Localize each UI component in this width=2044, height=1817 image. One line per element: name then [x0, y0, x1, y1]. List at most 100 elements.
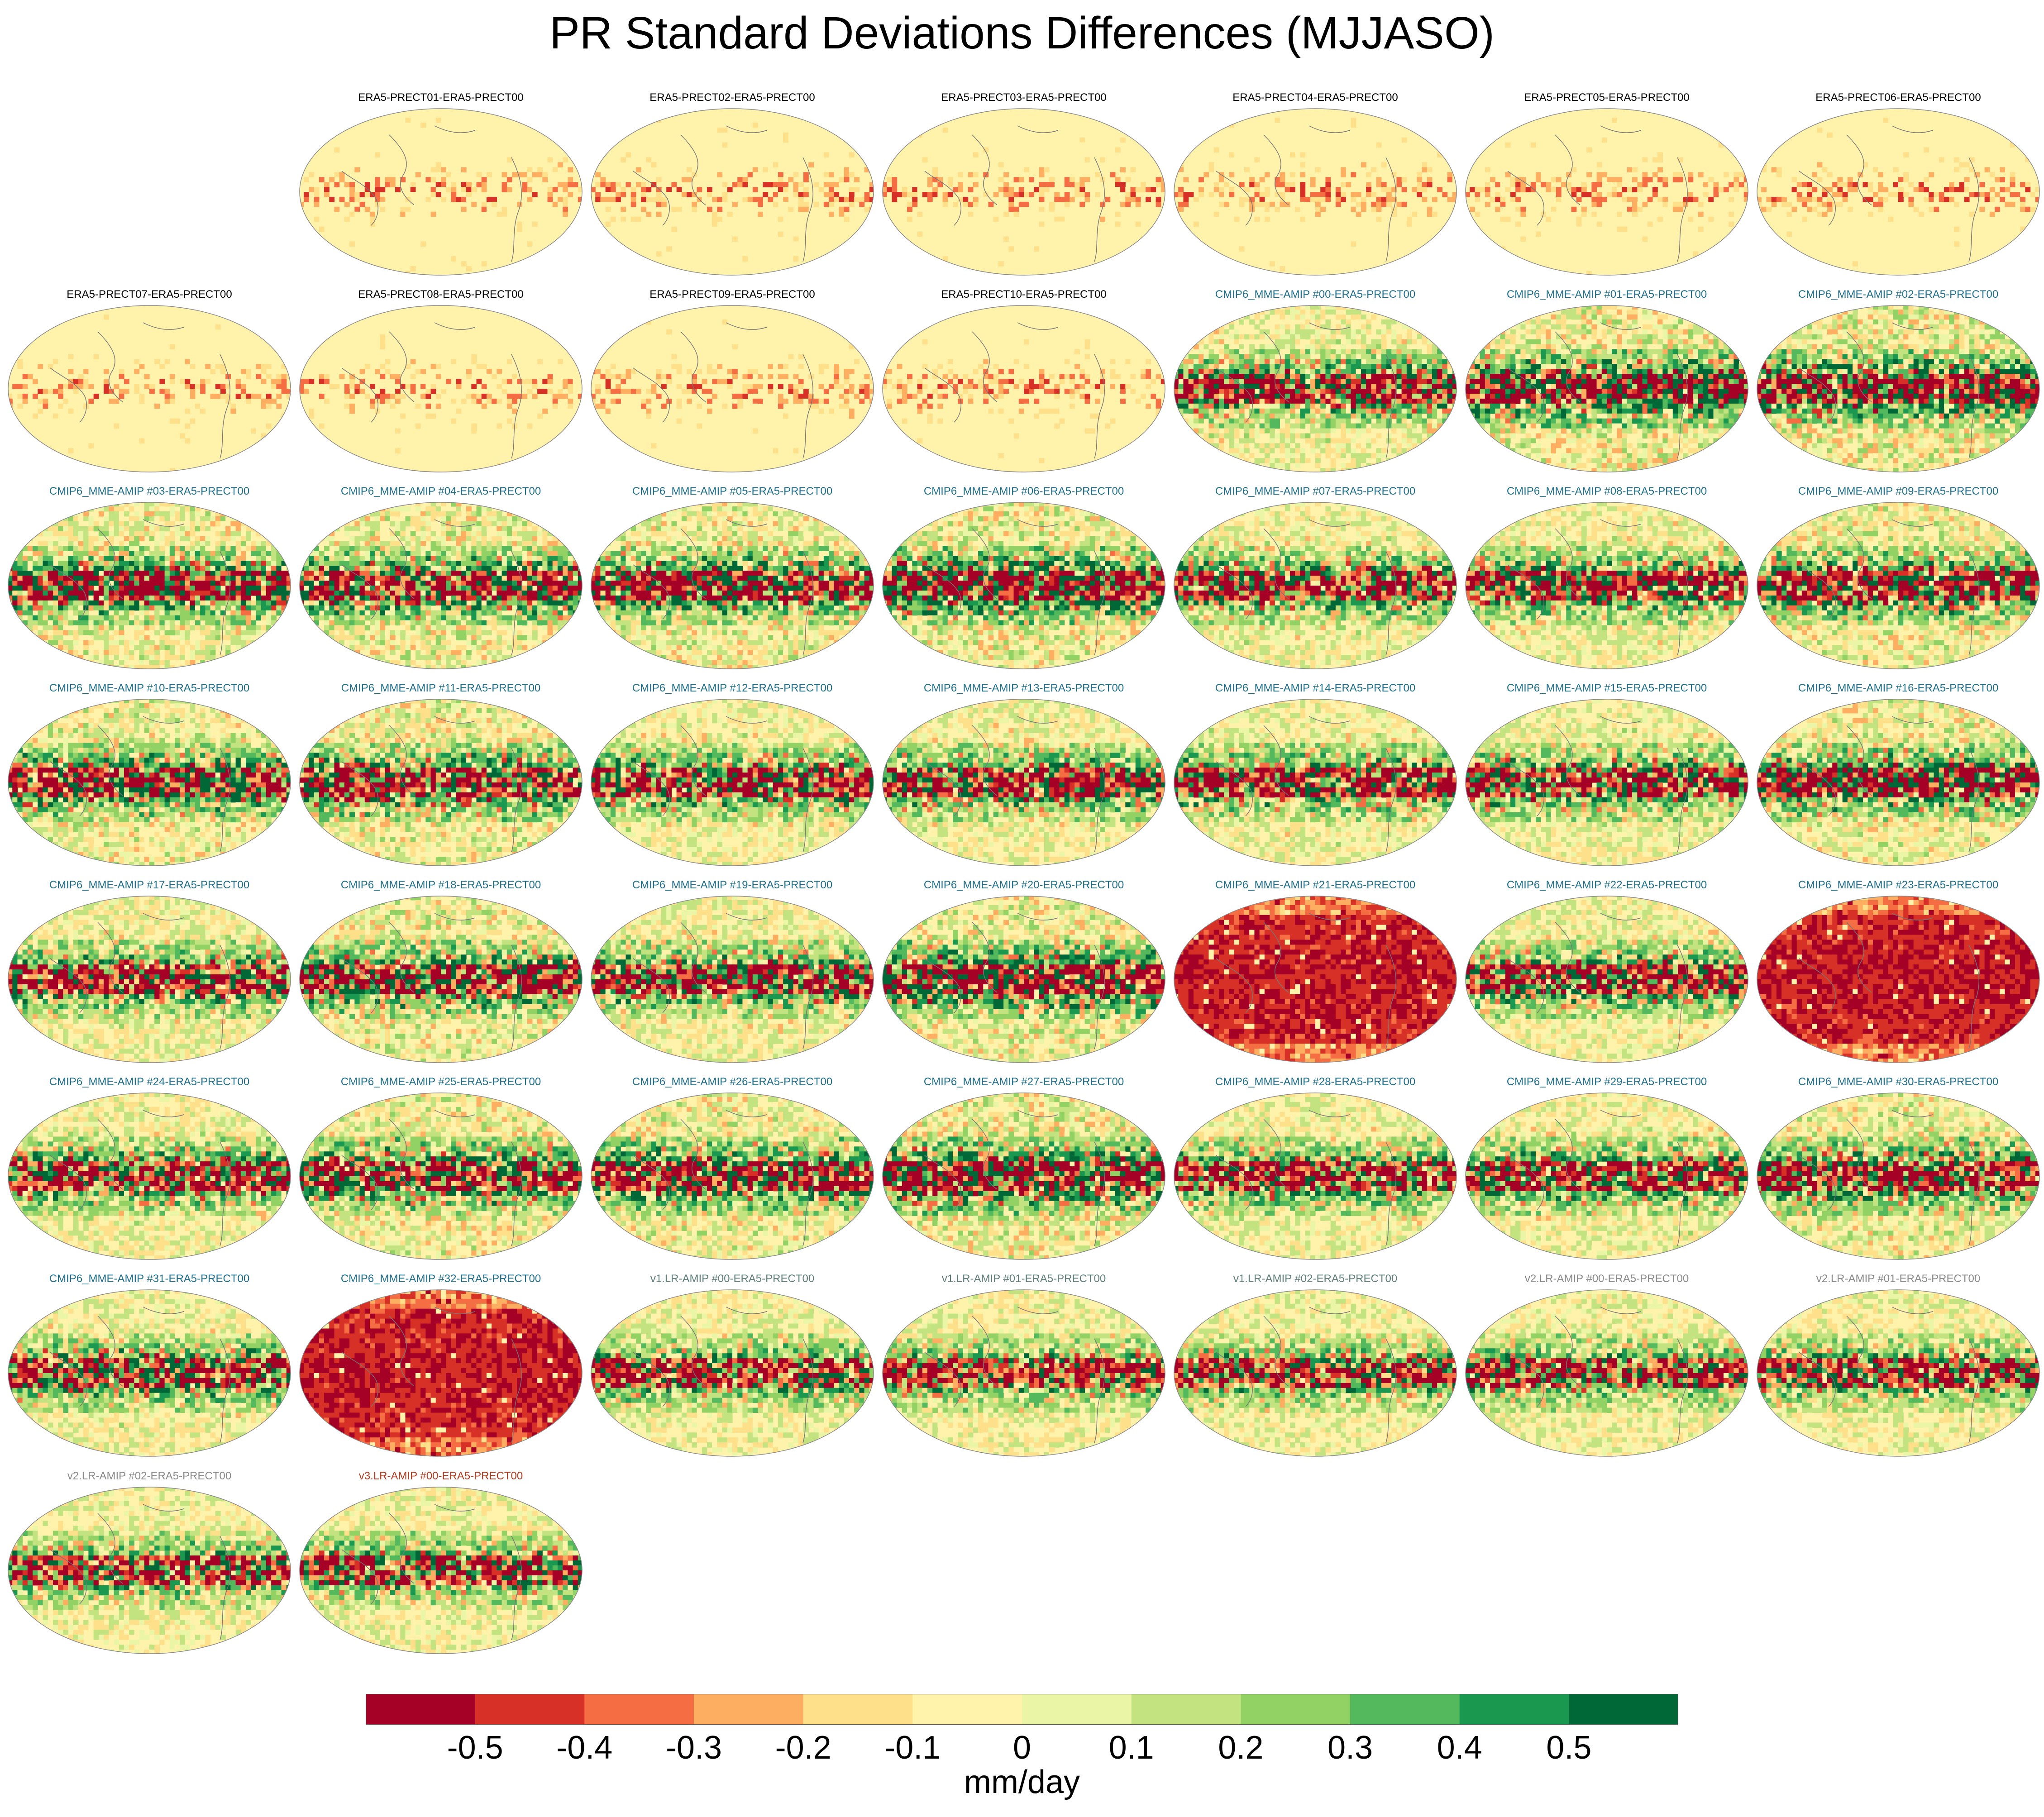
map-field	[882, 1092, 1166, 1260]
map-field	[299, 698, 583, 867]
map-field	[1756, 305, 2040, 473]
panel-label: ERA5-PRECT09-ERA5-PRECT00	[590, 288, 874, 301]
map-field	[1756, 1092, 2040, 1260]
map-field	[1173, 108, 1457, 276]
map-panel: CMIP6_MME-AMIP #20-ERA5-PRECT00	[882, 879, 1166, 1064]
map-panel: CMIP6_MME-AMIP #16-ERA5-PRECT00	[1756, 682, 2040, 868]
map-panel: CMIP6_MME-AMIP #22-ERA5-PRECT00	[1465, 879, 1749, 1064]
panel-label: v2.LR-AMIP #00-ERA5-PRECT00	[1465, 1273, 1749, 1285]
colorbar-tick-label: -0.4	[539, 1730, 630, 1766]
map-field	[1465, 501, 1749, 670]
map-panel: CMIP6_MME-AMIP #25-ERA5-PRECT00	[299, 1076, 583, 1261]
map-field	[7, 1092, 291, 1260]
map-panel: CMIP6_MME-AMIP #29-ERA5-PRECT00	[1465, 1076, 1749, 1261]
colorbar-tick-label: 0.4	[1414, 1730, 1505, 1766]
map-field	[590, 1289, 874, 1457]
map-panel: CMIP6_MME-AMIP #06-ERA5-PRECT00	[882, 485, 1166, 671]
map-field	[590, 501, 874, 670]
colorbar-swatch	[1132, 1694, 1241, 1725]
panel-label: CMIP6_MME-AMIP #18-ERA5-PRECT00	[299, 879, 583, 892]
colorbar-tick-label: 0.3	[1305, 1730, 1395, 1766]
map-field	[882, 1289, 1166, 1457]
colorbar-tick-label: 0.2	[1195, 1730, 1286, 1766]
map-panel: CMIP6_MME-AMIP #14-ERA5-PRECT00	[1173, 682, 1457, 868]
map-panel: v1.LR-AMIP #02-ERA5-PRECT00	[1173, 1273, 1457, 1458]
colorbar-tick-label: 0.1	[1086, 1730, 1177, 1766]
map-field	[1465, 305, 1749, 473]
panel-label: CMIP6_MME-AMIP #04-ERA5-PRECT00	[299, 485, 583, 498]
map-field	[7, 1486, 291, 1655]
map-field	[299, 501, 583, 670]
panel-label: CMIP6_MME-AMIP #29-ERA5-PRECT00	[1465, 1076, 1749, 1088]
colorbar-tick-label: -0.3	[649, 1730, 739, 1766]
map-field	[882, 895, 1166, 1063]
panel-label: CMIP6_MME-AMIP #32-ERA5-PRECT00	[299, 1273, 583, 1285]
map-field	[299, 108, 583, 276]
map-panel: CMIP6_MME-AMIP #23-ERA5-PRECT00	[1756, 879, 2040, 1064]
map-field	[1756, 895, 2040, 1063]
panel-label: CMIP6_MME-AMIP #14-ERA5-PRECT00	[1173, 682, 1457, 695]
panel-label: CMIP6_MME-AMIP #30-ERA5-PRECT00	[1756, 1076, 2040, 1088]
map-panel: CMIP6_MME-AMIP #09-ERA5-PRECT00	[1756, 485, 2040, 671]
map-panel: v2.LR-AMIP #00-ERA5-PRECT00	[1465, 1273, 1749, 1458]
colorbar-swatch	[912, 1694, 1022, 1725]
panel-label: CMIP6_MME-AMIP #01-ERA5-PRECT00	[1465, 288, 1749, 301]
panel-label: CMIP6_MME-AMIP #21-ERA5-PRECT00	[1173, 879, 1457, 892]
map-panel: CMIP6_MME-AMIP #28-ERA5-PRECT00	[1173, 1076, 1457, 1261]
panel-label: CMIP6_MME-AMIP #26-ERA5-PRECT00	[590, 1076, 874, 1088]
map-field	[590, 698, 874, 867]
colorbar-swatch	[366, 1694, 475, 1725]
map-panel: CMIP6_MME-AMIP #32-ERA5-PRECT00	[299, 1273, 583, 1458]
colorbar-swatch	[1350, 1694, 1460, 1725]
map-panel: ERA5-PRECT10-ERA5-PRECT00	[882, 288, 1166, 474]
panel-label: CMIP6_MME-AMIP #23-ERA5-PRECT00	[1756, 879, 2040, 892]
colorbar	[366, 1694, 1678, 1726]
panel-label: ERA5-PRECT06-ERA5-PRECT00	[1756, 91, 2040, 104]
panel-label: ERA5-PRECT01-ERA5-PRECT00	[299, 91, 583, 104]
map-panel: v1.LR-AMIP #00-ERA5-PRECT00	[590, 1273, 874, 1458]
panel-label: CMIP6_MME-AMIP #19-ERA5-PRECT00	[590, 879, 874, 892]
map-panel: CMIP6_MME-AMIP #02-ERA5-PRECT00	[1756, 288, 2040, 474]
panel-label: CMIP6_MME-AMIP #22-ERA5-PRECT00	[1465, 879, 1749, 892]
panel-label: CMIP6_MME-AMIP #25-ERA5-PRECT00	[299, 1076, 583, 1088]
panel-label: CMIP6_MME-AMIP #11-ERA5-PRECT00	[299, 682, 583, 695]
panel-label: CMIP6_MME-AMIP #27-ERA5-PRECT00	[882, 1076, 1166, 1088]
map-field	[1756, 1289, 2040, 1457]
map-panel: CMIP6_MME-AMIP #30-ERA5-PRECT00	[1756, 1076, 2040, 1261]
map-field	[1756, 108, 2040, 276]
colorbar-swatch	[694, 1694, 803, 1725]
panel-label: ERA5-PRECT07-ERA5-PRECT00	[7, 288, 291, 301]
panel-label: ERA5-PRECT08-ERA5-PRECT00	[299, 288, 583, 301]
panel-label: CMIP6_MME-AMIP #15-ERA5-PRECT00	[1465, 682, 1749, 695]
map-panel: CMIP6_MME-AMIP #18-ERA5-PRECT00	[299, 879, 583, 1064]
colorbar-swatch	[584, 1694, 694, 1725]
map-panel: ERA5-PRECT03-ERA5-PRECT00	[882, 91, 1166, 277]
map-panel: ERA5-PRECT09-ERA5-PRECT00	[590, 288, 874, 474]
map-panel: CMIP6_MME-AMIP #12-ERA5-PRECT00	[590, 682, 874, 868]
colorbar-swatch	[803, 1694, 913, 1725]
panel-label: CMIP6_MME-AMIP #20-ERA5-PRECT00	[882, 879, 1166, 892]
map-panel: ERA5-PRECT07-ERA5-PRECT00	[7, 288, 291, 474]
panel-label: CMIP6_MME-AMIP #16-ERA5-PRECT00	[1756, 682, 2040, 695]
map-field	[1173, 1289, 1457, 1457]
map-panel: CMIP6_MME-AMIP #27-ERA5-PRECT00	[882, 1076, 1166, 1261]
panel-label: CMIP6_MME-AMIP #06-ERA5-PRECT00	[882, 485, 1166, 498]
colorbar-tick-label: -0.1	[867, 1730, 958, 1766]
panel-label: v1.LR-AMIP #02-ERA5-PRECT00	[1173, 1273, 1457, 1285]
map-panel: CMIP6_MME-AMIP #07-ERA5-PRECT00	[1173, 485, 1457, 671]
map-panel: CMIP6_MME-AMIP #15-ERA5-PRECT00	[1465, 682, 1749, 868]
panel-label: ERA5-PRECT04-ERA5-PRECT00	[1173, 91, 1457, 104]
colorbar-swatch	[1241, 1694, 1350, 1725]
map-field	[590, 108, 874, 276]
panel-label: CMIP6_MME-AMIP #12-ERA5-PRECT00	[590, 682, 874, 695]
map-field	[1173, 895, 1457, 1063]
map-panel: v1.LR-AMIP #01-ERA5-PRECT00	[882, 1273, 1166, 1458]
map-field	[1173, 1092, 1457, 1260]
colorbar-swatch	[1569, 1694, 1678, 1725]
panel-label: CMIP6_MME-AMIP #07-ERA5-PRECT00	[1173, 485, 1457, 498]
map-panel: ERA5-PRECT02-ERA5-PRECT00	[590, 91, 874, 277]
map-field	[590, 305, 874, 473]
panel-label: ERA5-PRECT03-ERA5-PRECT00	[882, 91, 1166, 104]
map-panel: ERA5-PRECT04-ERA5-PRECT00	[1173, 91, 1457, 277]
panel-label: CMIP6_MME-AMIP #05-ERA5-PRECT00	[590, 485, 874, 498]
